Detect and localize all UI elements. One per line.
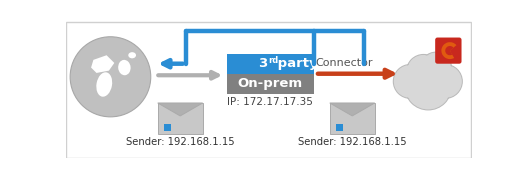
Circle shape <box>394 64 428 98</box>
Polygon shape <box>158 103 203 116</box>
Wedge shape <box>445 46 453 55</box>
Ellipse shape <box>128 52 136 58</box>
FancyBboxPatch shape <box>227 54 313 74</box>
Text: IP: 172.17.17.35: IP: 172.17.17.35 <box>227 97 313 107</box>
Text: Connector: Connector <box>316 57 373 68</box>
Text: rd: rd <box>268 56 279 65</box>
Ellipse shape <box>118 60 130 75</box>
FancyBboxPatch shape <box>336 124 343 131</box>
Circle shape <box>70 37 151 117</box>
Circle shape <box>407 55 440 88</box>
Text: Sender: 192.168.1.15: Sender: 192.168.1.15 <box>298 137 407 147</box>
FancyBboxPatch shape <box>158 103 203 134</box>
Circle shape <box>405 64 452 110</box>
Circle shape <box>420 52 452 83</box>
Circle shape <box>429 65 462 98</box>
Circle shape <box>394 65 427 98</box>
FancyBboxPatch shape <box>164 124 171 131</box>
Text: party: party <box>273 57 318 70</box>
Circle shape <box>407 54 441 88</box>
Circle shape <box>428 64 462 98</box>
Text: On-prem: On-prem <box>237 77 303 90</box>
Wedge shape <box>441 42 456 59</box>
Circle shape <box>406 64 451 109</box>
FancyBboxPatch shape <box>435 38 462 64</box>
Polygon shape <box>91 55 114 73</box>
Text: 3: 3 <box>258 57 267 70</box>
Ellipse shape <box>96 72 112 97</box>
Polygon shape <box>330 103 375 116</box>
FancyBboxPatch shape <box>227 74 313 94</box>
Circle shape <box>421 53 451 82</box>
FancyBboxPatch shape <box>330 103 375 134</box>
Text: Sender: 192.168.1.15: Sender: 192.168.1.15 <box>126 137 235 147</box>
